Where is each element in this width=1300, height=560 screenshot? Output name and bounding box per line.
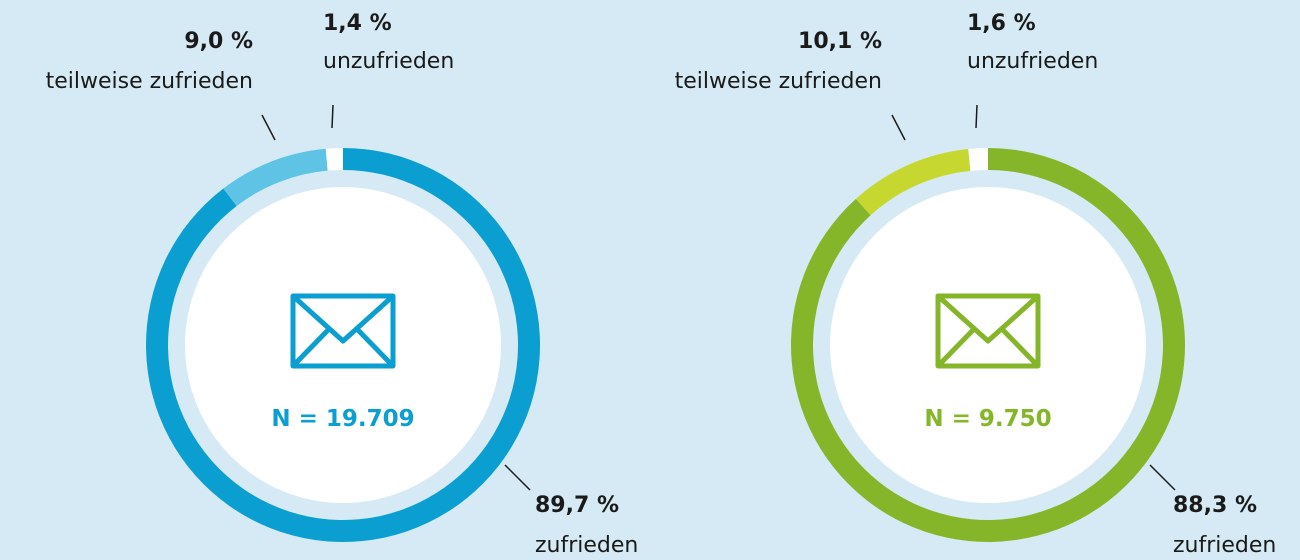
donut-segment: [325, 148, 343, 171]
value-label: 9,0 %: [184, 29, 253, 54]
leader-line: [891, 114, 906, 141]
envelope-body: [935, 293, 1041, 369]
center-text: N = 19.709: [271, 406, 414, 432]
donut-segment: [968, 148, 988, 171]
value-label: 1,4 %: [323, 11, 392, 36]
category-label: unzufrieden: [323, 49, 454, 74]
donut-segment: [223, 148, 328, 206]
value-label: 89,7 %: [535, 493, 619, 518]
envelope-body: [290, 293, 396, 369]
inner-disc: [830, 187, 1146, 503]
envelope-flap: [291, 294, 395, 368]
center-text: N = 9.750: [924, 406, 1051, 432]
leader-line: [504, 464, 531, 491]
category-label: zufrieden: [1173, 533, 1276, 558]
leader-line: [1149, 464, 1176, 491]
category-label: teilweise zufrieden: [46, 69, 253, 94]
envelope-icon: [290, 293, 396, 369]
leader-line: [261, 114, 276, 141]
leader-line: [975, 104, 978, 129]
category-label: unzufrieden: [967, 49, 1098, 74]
envelope-flap: [936, 294, 1040, 368]
category-label: teilweise zufrieden: [675, 69, 882, 94]
envelope-icon: [935, 293, 1041, 369]
inner-disc: [185, 187, 501, 503]
value-label: 88,3 %: [1173, 493, 1257, 518]
value-label: 1,6 %: [967, 11, 1036, 36]
value-label: 10,1 %: [798, 29, 882, 54]
donut-segment: [855, 148, 971, 216]
category-label: zufrieden: [535, 533, 638, 558]
leader-line: [331, 104, 334, 129]
